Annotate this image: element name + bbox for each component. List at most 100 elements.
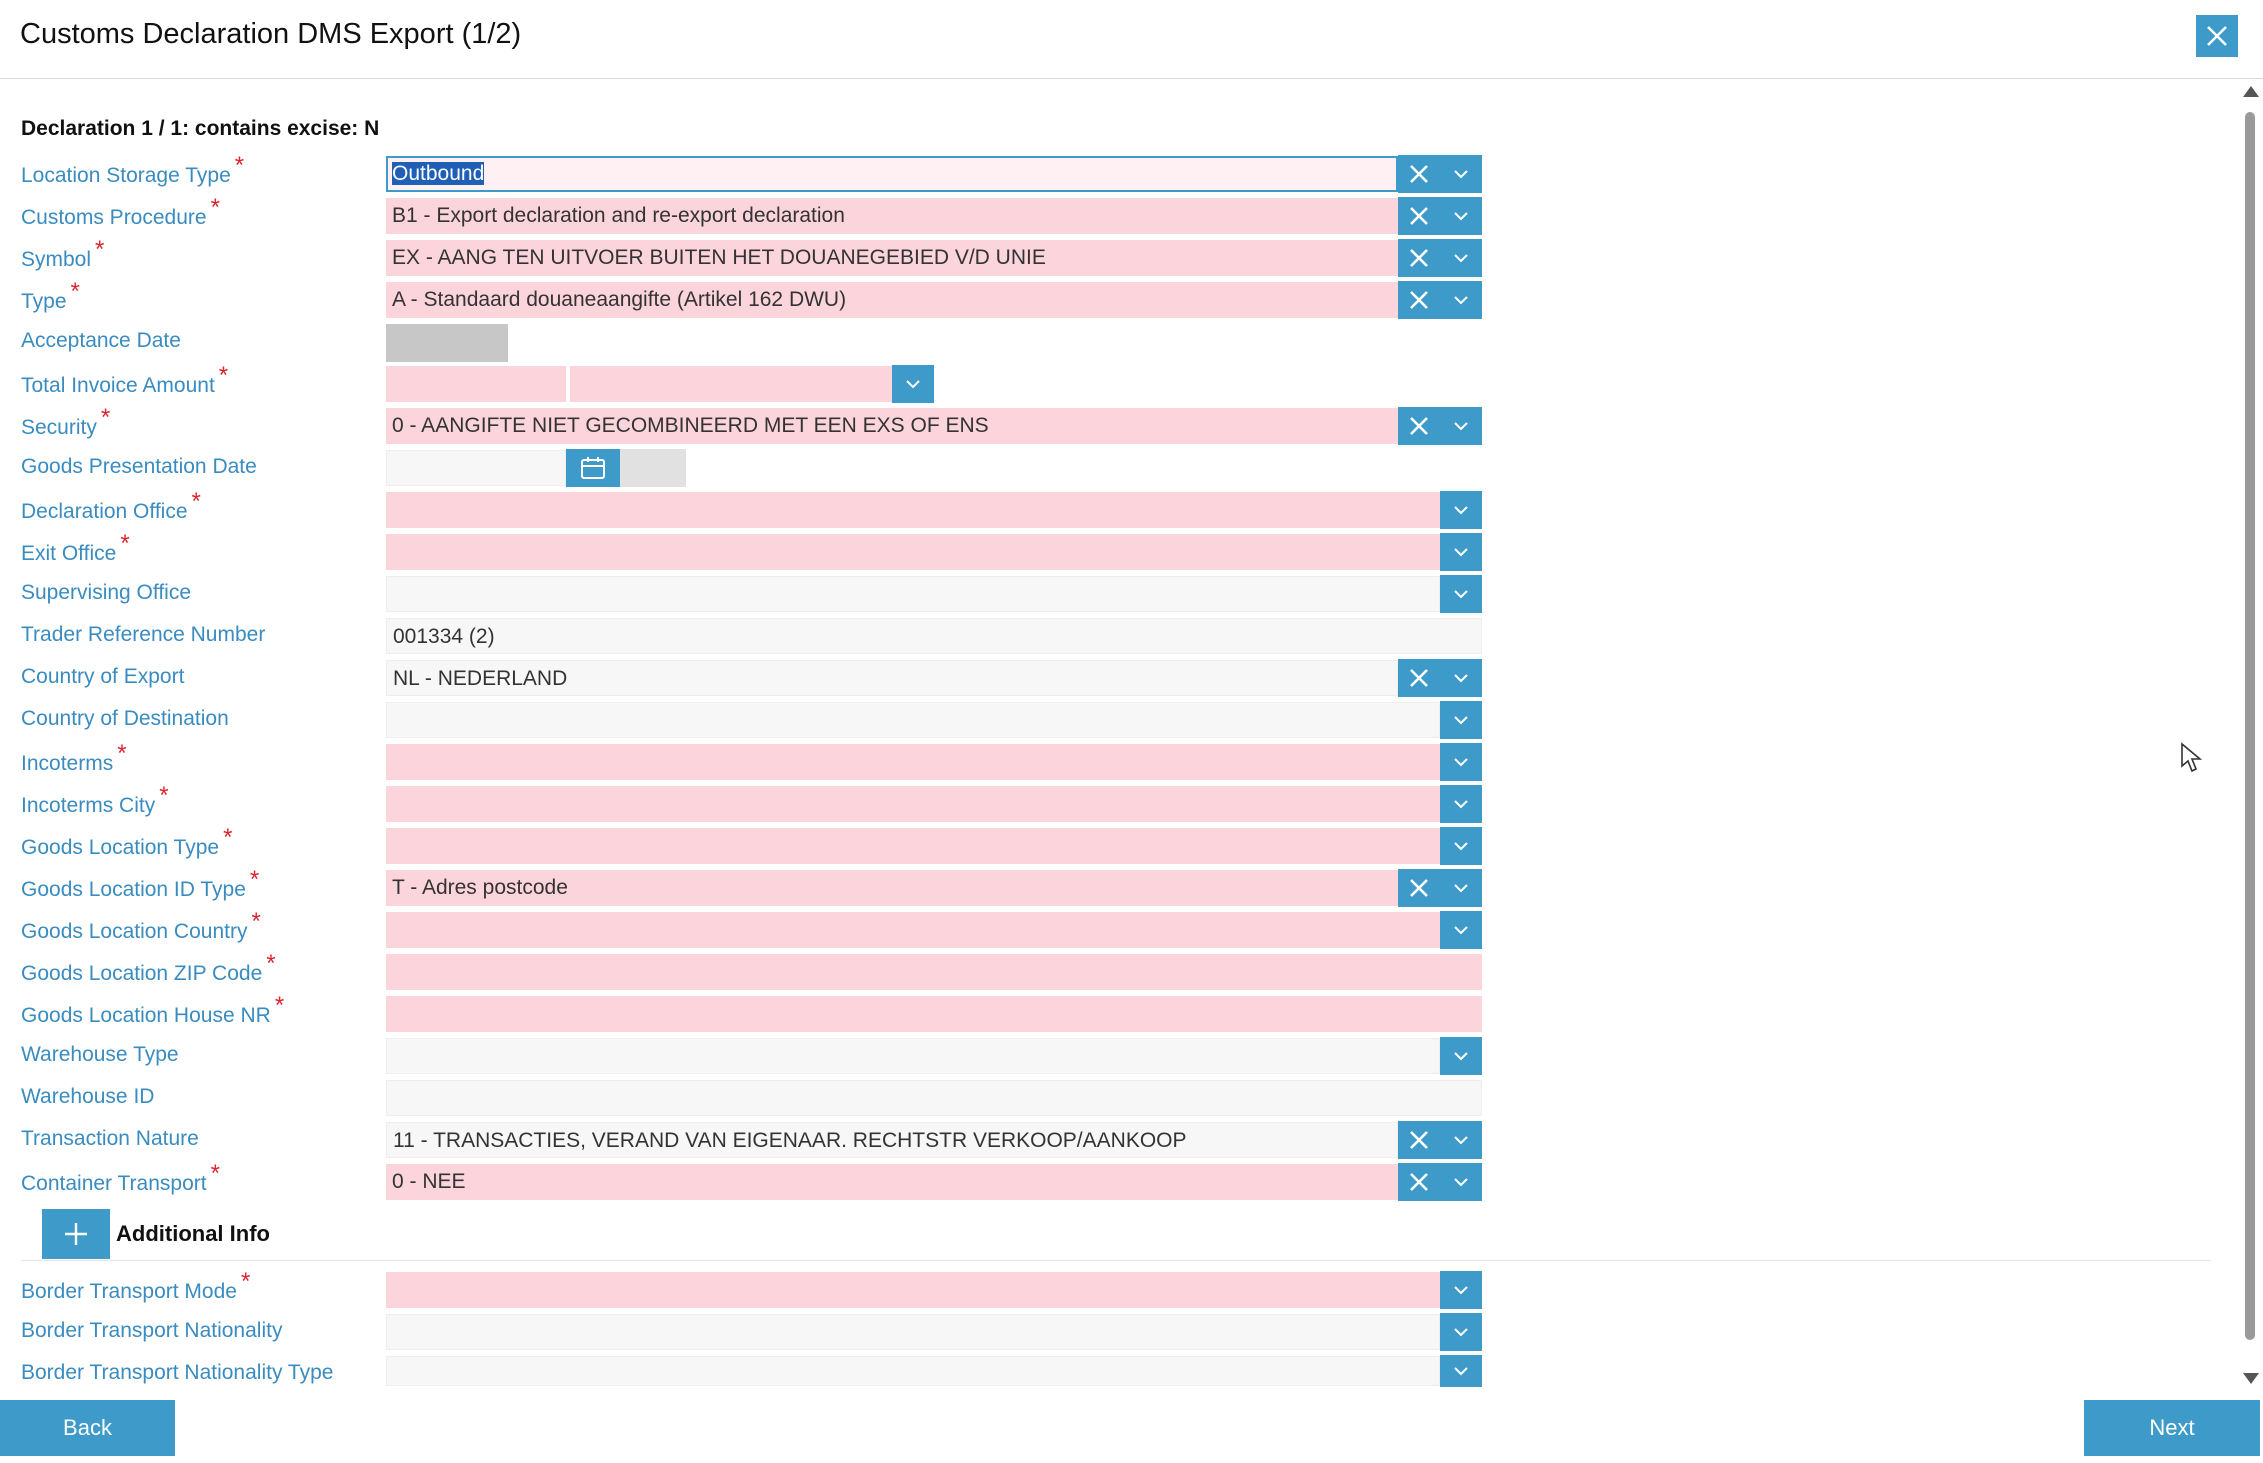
plus-icon <box>65 1223 87 1245</box>
total-invoice-amount-input[interactable] <box>386 366 566 402</box>
type-dropdown-button[interactable] <box>1440 281 1482 319</box>
expand-additional-info-button[interactable] <box>42 1209 110 1259</box>
clear-x-icon <box>1410 165 1428 183</box>
location-storage-type-select[interactable]: Outbound <box>386 156 1398 192</box>
country-of-destination-select[interactable] <box>386 702 1440 738</box>
warehouse-type-dropdown-button[interactable] <box>1440 1037 1482 1075</box>
incoterms-select[interactable] <box>386 744 1440 780</box>
border-transport-nationality-type-dropdown-button[interactable] <box>1440 1355 1482 1387</box>
clear-x-icon <box>1410 1131 1428 1149</box>
security-select[interactable]: 0 - AANGIFTE NIET GECOMBINEERD MET EEN E… <box>386 408 1398 444</box>
chevron-down-icon <box>1454 800 1468 809</box>
label-container-transport: Container Transport * <box>21 1160 220 1195</box>
border-transport-mode-dropdown-button[interactable] <box>1440 1271 1482 1309</box>
exit-office-dropdown-button[interactable] <box>1440 533 1482 571</box>
country-of-destination-dropdown-button[interactable] <box>1440 701 1482 739</box>
chevron-down-icon <box>1454 1286 1468 1295</box>
goods-location-house-nr-input[interactable] <box>386 996 1482 1032</box>
symbol-dropdown-button[interactable] <box>1440 239 1482 277</box>
clear-x-icon <box>1410 207 1428 225</box>
customs-procedure-clear-button[interactable] <box>1398 197 1440 235</box>
label-exit-office: Exit Office * <box>21 530 130 565</box>
transaction-nature-dropdown-button[interactable] <box>1440 1121 1482 1159</box>
customs-procedure-dropdown-button[interactable] <box>1440 197 1482 235</box>
vertical-scrollbar[interactable] <box>2240 86 2260 1386</box>
container-transport-dropdown-button[interactable] <box>1440 1163 1482 1201</box>
warehouse-id-input[interactable] <box>386 1080 1482 1116</box>
scroll-thumb[interactable] <box>2245 112 2255 1340</box>
label-warehouse-id: Warehouse ID <box>21 1085 155 1108</box>
chevron-down-icon <box>1454 170 1468 179</box>
exit-office-select[interactable] <box>386 534 1440 570</box>
label-goods-location-country: Goods Location Country * <box>21 908 261 943</box>
label-customs-procedure: Customs Procedure * <box>21 194 220 229</box>
goods-location-country-dropdown-button[interactable] <box>1440 911 1482 949</box>
next-button[interactable]: Next <box>2084 1400 2260 1456</box>
close-dialog-button[interactable] <box>2196 15 2238 57</box>
goods-presentation-time-field <box>620 449 686 487</box>
border-transport-nationality-dropdown-button[interactable] <box>1440 1313 1482 1351</box>
location-storage-type-clear-button[interactable] <box>1398 155 1440 193</box>
container-transport-clear-button[interactable] <box>1398 1163 1440 1201</box>
mouse-cursor-icon <box>2181 742 2202 773</box>
incoterms-city-select[interactable] <box>386 786 1440 822</box>
clear-x-icon <box>1410 291 1428 309</box>
incoterms-city-dropdown-button[interactable] <box>1440 785 1482 823</box>
acceptance-date-field <box>386 324 508 362</box>
scroll-up-arrow[interactable] <box>2243 86 2259 97</box>
goods-location-id-type-clear-button[interactable] <box>1398 869 1440 907</box>
goods-location-type-select[interactable] <box>386 828 1440 864</box>
section-divider <box>21 1260 2211 1261</box>
clear-x-icon <box>1410 417 1428 435</box>
label-border-transport-mode: Border Transport Mode * <box>21 1268 251 1303</box>
country-of-export-clear-button[interactable] <box>1398 659 1440 697</box>
chevron-down-icon <box>906 380 920 389</box>
transaction-nature-select[interactable]: 11 - TRANSACTIES, VERAND VAN EIGENAAR. R… <box>386 1122 1398 1158</box>
country-of-export-dropdown-button[interactable] <box>1440 659 1482 697</box>
customs-procedure-select[interactable]: B1 - Export declaration and re-export de… <box>386 198 1398 234</box>
invoice-currency-dropdown-button[interactable] <box>892 365 934 403</box>
supervising-office-dropdown-button[interactable] <box>1440 575 1482 613</box>
label-security: Security * <box>21 404 111 439</box>
chevron-down-icon <box>1454 716 1468 725</box>
type-clear-button[interactable] <box>1398 281 1440 319</box>
country-of-export-select[interactable]: NL - NEDERLAND <box>386 660 1398 696</box>
label-declaration-office: Declaration Office * <box>21 488 201 523</box>
label-acceptance-date: Acceptance Date <box>21 329 181 352</box>
container-transport-select[interactable]: 0 - NEE <box>386 1164 1398 1200</box>
clear-x-icon <box>1410 879 1428 897</box>
location-storage-type-dropdown-button[interactable] <box>1440 155 1482 193</box>
incoterms-dropdown-button[interactable] <box>1440 743 1482 781</box>
goods-location-id-type-select[interactable]: T - Adres postcode <box>386 870 1398 906</box>
declaration-office-select[interactable] <box>386 492 1440 528</box>
back-button[interactable]: Back <box>0 1400 175 1456</box>
goods-location-country-select[interactable] <box>386 912 1440 948</box>
chevron-down-icon <box>1454 1328 1468 1337</box>
border-transport-mode-select[interactable] <box>386 1272 1440 1308</box>
declaration-office-dropdown-button[interactable] <box>1440 491 1482 529</box>
symbol-clear-button[interactable] <box>1398 239 1440 277</box>
supervising-office-select[interactable] <box>386 576 1440 612</box>
security-clear-button[interactable] <box>1398 407 1440 445</box>
label-incoterms: Incoterms * <box>21 740 127 775</box>
chevron-down-icon <box>1454 884 1468 893</box>
symbol-select[interactable]: EX - AANG TEN UITVOER BUITEN HET DOUANEG… <box>386 240 1398 276</box>
goods-presentation-date-input[interactable] <box>386 450 566 486</box>
scroll-down-arrow[interactable] <box>2243 1373 2259 1384</box>
invoice-currency-select[interactable] <box>570 366 892 402</box>
trader-reference-number-input[interactable]: 001334 (2) <box>386 618 1482 654</box>
goods-presentation-date-calendar-button[interactable] <box>566 449 620 487</box>
goods-location-id-type-dropdown-button[interactable] <box>1440 869 1482 907</box>
transaction-nature-clear-button[interactable] <box>1398 1121 1440 1159</box>
goods-location-zip-code-input[interactable] <box>386 954 1482 990</box>
label-total-invoice-amount: Total Invoice Amount * <box>21 362 229 397</box>
goods-location-type-dropdown-button[interactable] <box>1440 827 1482 865</box>
chevron-down-icon <box>1454 674 1468 683</box>
type-select[interactable]: A - Standaard douaneaangifte (Artikel 16… <box>386 282 1398 318</box>
security-dropdown-button[interactable] <box>1440 407 1482 445</box>
warehouse-type-select[interactable] <box>386 1038 1440 1074</box>
chevron-down-icon <box>1454 1178 1468 1187</box>
label-transaction-nature: Transaction Nature <box>21 1127 199 1150</box>
border-transport-nationality-select[interactable] <box>386 1314 1440 1350</box>
border-transport-nationality-type-select[interactable] <box>386 1356 1440 1386</box>
